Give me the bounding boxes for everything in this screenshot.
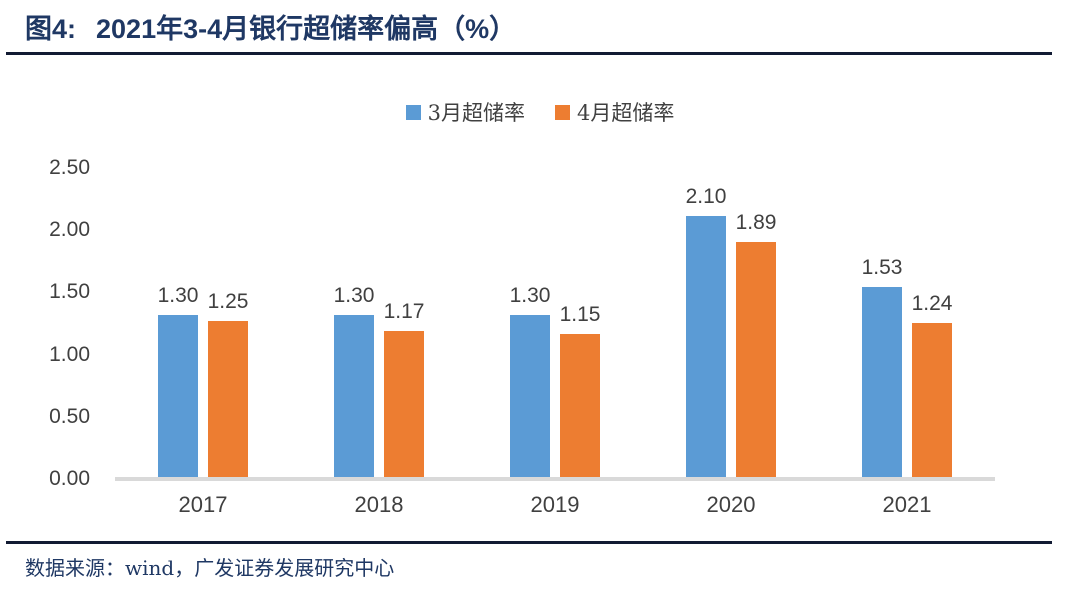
- y-axis-tick-label: 0.00: [49, 467, 90, 490]
- data-source: 数据来源：wind，广发证券发展研究中心: [25, 556, 395, 580]
- y-axis-tick-label: 0.50: [49, 404, 90, 428]
- bar-3月超储率-2017: [158, 315, 198, 477]
- figure-header: 图4: 2021年3-4月银行超储率偏高（%）: [25, 11, 516, 47]
- value-label: 1.24: [911, 292, 953, 315]
- value-label: 1.89: [735, 211, 777, 234]
- value-label: 1.53: [861, 256, 903, 279]
- value-label: 2.10: [685, 185, 727, 208]
- value-label: 1.25: [207, 290, 249, 313]
- legend-label: 3月超储率: [427, 101, 525, 125]
- bar-4月超储率-2021: [912, 323, 952, 477]
- value-label: 1.30: [333, 284, 375, 307]
- y-axis-tick-label: 2.00: [49, 218, 90, 241]
- value-label: 1.15: [559, 303, 601, 326]
- bar-3月超储率-2019: [510, 315, 550, 477]
- y-axis-tick-label: 2.50: [49, 155, 90, 179]
- bar-4月超储率-2018: [384, 331, 424, 477]
- bar-4月超储率-2020: [736, 242, 776, 477]
- value-label: 1.30: [157, 284, 199, 307]
- figure-number: 图4:: [25, 14, 77, 44]
- legend-swatch-icon: [405, 104, 421, 120]
- value-label: 1.17: [383, 300, 425, 323]
- x-axis-line: [115, 477, 995, 481]
- legend-swatch-icon: [555, 104, 570, 120]
- x-axis-tick-label: 2021: [882, 492, 932, 517]
- bar-chart: 0.00 0.50 1.00 1.50 2.00 2.50 1.30 1.25 2017 1.30…: [49, 155, 995, 517]
- footer-divider: [6, 541, 1052, 544]
- legend-item-2: 4月超储率: [555, 97, 674, 127]
- x-axis-tick-label: 2017: [178, 492, 228, 517]
- bar-3月超储率-2018: [334, 315, 374, 477]
- bar-4月超储率-2017: [208, 321, 248, 477]
- header-divider: [6, 52, 1052, 55]
- legend-label: 4月超储率: [577, 101, 675, 125]
- bar-3月超储率-2021: [862, 287, 902, 477]
- bar-3月超储率-2020: [686, 216, 726, 477]
- y-axis-tick-label: 1.00: [49, 342, 90, 366]
- legend-item-1: 3月超储率: [405, 97, 525, 127]
- x-axis-tick-label: 2019: [530, 492, 580, 517]
- y-axis-tick-label: 1.50: [49, 280, 90, 304]
- value-label: 1.30: [509, 284, 551, 307]
- bar-4月超储率-2019: [560, 334, 600, 477]
- chart-legend: 3月超储率 4月超储率: [0, 97, 1080, 127]
- x-axis-tick-label: 2020: [706, 492, 756, 517]
- x-axis-tick-label: 2018: [354, 492, 404, 517]
- figure-title: 2021年3-4月银行超储率偏高（%）: [96, 14, 517, 44]
